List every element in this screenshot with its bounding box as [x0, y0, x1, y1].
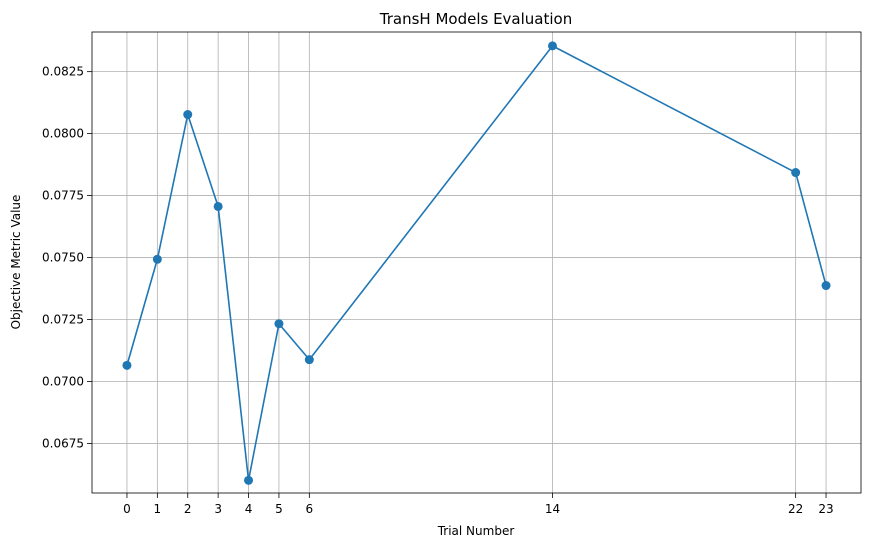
plot-frame: [91, 31, 862, 494]
tick-layer: 0 1 2 3 4 5 6 14 22 230.06750.07000.07250.07500.0…: [42, 65, 834, 516]
data-point: [304, 355, 314, 365]
data-point: [122, 360, 132, 370]
y-axis-label: Objective Metric Value: [9, 195, 23, 330]
y-tick-label: 0.0700: [42, 374, 84, 388]
data-point: [183, 110, 193, 120]
data-point: [791, 168, 801, 178]
chart-title: TransH Models Evaluation: [379, 10, 572, 28]
data-point: [274, 319, 284, 329]
y-tick-label: 0.0800: [42, 127, 84, 141]
x-tick-label: 23: [818, 502, 833, 516]
series-layer: [122, 41, 831, 485]
y-tick-label: 0.0725: [42, 313, 84, 327]
data-point: [244, 475, 254, 485]
axis-layer: [91, 31, 862, 494]
series-line: [126, 45, 827, 482]
x-tick-label: 14: [545, 502, 560, 516]
x-tick-label: 22: [788, 502, 803, 516]
x-tick-label: 3: [214, 502, 222, 516]
grid-layer: [92, 32, 861, 493]
x-tick-label: 5: [275, 502, 283, 516]
x-tick-label: 6: [306, 502, 314, 516]
data-point: [213, 201, 223, 211]
x-tick-label: 1: [154, 502, 162, 516]
x-tick-label: 0: [123, 502, 131, 516]
x-axis-label: Trial Number: [437, 524, 515, 538]
data-point: [152, 254, 162, 264]
x-tick-label: 4: [245, 502, 253, 516]
data-point: [547, 41, 557, 51]
y-tick-label: 0.0675: [42, 436, 84, 450]
data-point: [821, 281, 831, 291]
y-tick-label: 0.0825: [42, 65, 84, 79]
x-tick-label: 2: [184, 502, 192, 516]
y-tick-label: 0.0750: [42, 251, 84, 265]
y-tick-label: 0.0775: [42, 189, 84, 203]
